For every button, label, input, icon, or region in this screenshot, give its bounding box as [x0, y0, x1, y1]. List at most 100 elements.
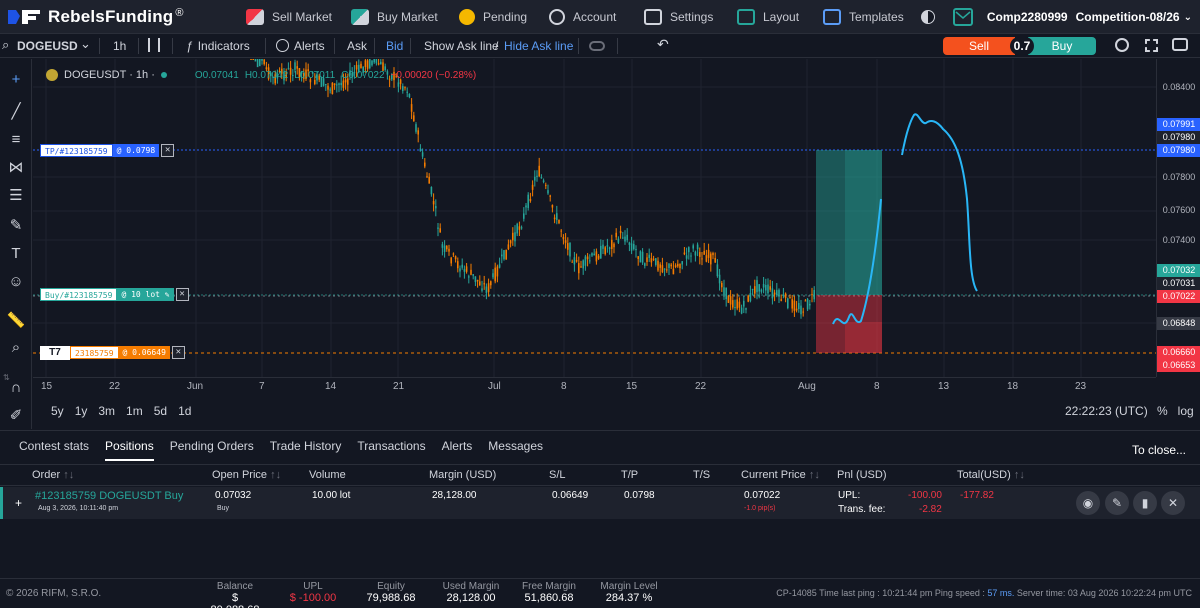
crosshair-icon[interactable]: +: [11, 70, 21, 88]
position-tp[interactable]: 0.0798: [624, 490, 655, 501]
horizontal-lines-icon[interactable]: ≡: [11, 130, 21, 148]
nav-sell-market[interactable]: Sell Market: [246, 0, 332, 34]
log-scale-toggle[interactable]: log: [1177, 404, 1194, 418]
candle-body: [525, 205, 527, 208]
tab-transactions[interactable]: Transactions: [357, 439, 426, 453]
interval-selector[interactable]: 1h: [113, 38, 127, 53]
ask-button[interactable]: Ask: [347, 38, 368, 53]
eye-icon[interactable]: [589, 41, 605, 51]
emoji-icon[interactable]: ☺: [8, 272, 24, 290]
candle-body: [276, 75, 279, 79]
mail-icon[interactable]: [952, 8, 973, 26]
nav-templates[interactable]: Templates: [823, 0, 904, 34]
bid-button[interactable]: Bid: [386, 38, 404, 53]
theme-toggle-icon[interactable]: [920, 10, 935, 24]
expand-row-icon[interactable]: +: [15, 496, 23, 510]
range-1m[interactable]: 1m: [126, 404, 143, 418]
collapse-arrows-icon[interactable]: ⇅: [3, 373, 10, 382]
utc-clock[interactable]: 22:22:23 (UTC): [1065, 404, 1148, 418]
sl-value: @ 0.06649: [118, 346, 170, 359]
close-position-x-icon[interactable]: ✕: [1161, 491, 1185, 515]
drawing-projection-2[interactable]: [901, 113, 978, 292]
drawing-projection-1[interactable]: [832, 198, 882, 325]
magnet-icon[interactable]: ∩: [10, 378, 22, 396]
position-sl[interactable]: 0.06649: [552, 490, 589, 501]
candle-body: [320, 77, 323, 87]
nav-layout[interactable]: Layout: [737, 0, 799, 34]
candle-body: [551, 204, 554, 208]
sl-order-tag[interactable]: T7 23185759 @ 0.06649 ✕: [40, 345, 185, 360]
zoom-icon[interactable]: ⌕: [11, 338, 21, 356]
range-5y[interactable]: 5y: [51, 404, 64, 418]
competition-select[interactable]: Competition-08/26 ⌄: [1076, 10, 1192, 24]
range-1y[interactable]: 1y: [74, 404, 88, 418]
time-tick: 23: [1075, 381, 1087, 392]
edit-position-pencil-icon[interactable]: ✎: [1105, 491, 1129, 515]
fib-icon[interactable]: ☰: [9, 187, 23, 204]
close-tp-icon[interactable]: ✕: [161, 144, 175, 157]
search-icon[interactable]: ⌕: [2, 37, 10, 52]
chart-settings-icon[interactable]: [1115, 38, 1129, 52]
col-volume: Volume: [309, 469, 346, 481]
undo-icon[interactable]: ↶: [657, 36, 669, 52]
buy-button[interactable]: Buy: [1028, 37, 1096, 55]
account-id[interactable]: Comp2280999: [986, 10, 1068, 24]
price-chart[interactable]: [33, 46, 1156, 377]
price-tag-sl-high: 0.06660: [1157, 346, 1200, 359]
brand-logo[interactable]: RebelsFunding ®: [0, 7, 240, 27]
nav-buy-market[interactable]: Buy Market: [351, 0, 438, 34]
alerts-button[interactable]: Alerts: [276, 34, 325, 58]
tab-contest-stats[interactable]: Contest stats: [19, 439, 90, 453]
tab-pending-orders[interactable]: Pending Orders: [169, 439, 254, 453]
close-position-icon[interactable]: ✕: [175, 288, 189, 301]
tab-trade-history[interactable]: Trade History: [269, 439, 342, 453]
candles-icon[interactable]: [148, 38, 160, 52]
indicators-button[interactable]: ƒ Indicators: [186, 34, 250, 58]
sell-button[interactable]: Sell: [943, 37, 1015, 55]
nav-settings[interactable]: Settings: [644, 0, 713, 34]
lock-drawing-icon[interactable]: ✐: [9, 407, 23, 424]
ruler-icon[interactable]: 📏: [6, 312, 26, 329]
range-5d[interactable]: 5d: [153, 404, 168, 418]
close-sl-icon[interactable]: ✕: [171, 346, 185, 359]
candle-body: [518, 226, 521, 230]
nav-account[interactable]: Account: [549, 0, 616, 34]
text-icon[interactable]: T: [11, 244, 21, 262]
pattern-icon[interactable]: ⋈: [8, 159, 24, 176]
brush-icon[interactable]: ✎: [9, 217, 23, 234]
position-volume: 10.00 lot: [312, 490, 351, 501]
candle-body: [366, 60, 369, 69]
position-chart-icon[interactable]: ▮: [1133, 491, 1157, 515]
tab-positions[interactable]: Positions: [105, 431, 154, 461]
tradingview-logo-icon[interactable]: T7: [40, 345, 70, 360]
col-open-price[interactable]: Open Price ↑↓: [212, 469, 281, 481]
percent-scale-toggle[interactable]: %: [1157, 404, 1168, 418]
lot-size-input[interactable]: 0.7: [1010, 37, 1034, 55]
range-1d[interactable]: 1d: [178, 404, 192, 418]
buy-order-tag[interactable]: Buy/#123185759 @ 10 lot ✎ ✕: [40, 288, 189, 301]
symbol-selector[interactable]: DOGEUSD: [17, 38, 78, 53]
pending-icon: [459, 8, 475, 25]
range-3m[interactable]: 3m: [98, 404, 116, 418]
nav-pending[interactable]: Pending: [459, 0, 527, 34]
hide-ask-line-button[interactable]: Hide Ask line: [504, 38, 574, 53]
view-position-eye-icon[interactable]: ◉: [1076, 491, 1100, 515]
col-total[interactable]: Total(USD) ↑↓: [957, 469, 1025, 481]
camera-icon[interactable]: [1172, 38, 1188, 51]
show-ask-line-button[interactable]: Show Ask line: [424, 38, 499, 53]
col-order[interactable]: Order ↑↓: [32, 469, 74, 481]
symbol-chevron-icon[interactable]: ⌄: [80, 36, 91, 51]
fullscreen-icon[interactable]: [1145, 39, 1158, 52]
to-close-button[interactable]: To close...: [1131, 443, 1186, 457]
position-row[interactable]: + #123185759 DOGEUSDT Buy Aug 3, 2026, 1…: [0, 487, 1200, 519]
tab-alerts[interactable]: Alerts: [441, 439, 473, 453]
time-axis[interactable]: 15 22 Jun 7 14 21 Jul 8 15 22 Aug 8 13 1…: [33, 377, 1156, 395]
tab-messages[interactable]: Messages: [488, 439, 543, 453]
candle-body: [421, 152, 424, 157]
col-current-price[interactable]: Current Price ↑↓: [741, 469, 820, 481]
candlestick-canvas[interactable]: [33, 46, 1156, 377]
tp-order-tag[interactable]: TP/#123185759 @ 0.0798 ✕: [40, 144, 175, 157]
candle-body: [503, 250, 505, 260]
price-axis[interactable]: 0.08400 0.07991 0.07980 0.07980 0.07800 …: [1156, 59, 1200, 377]
trendline-icon[interactable]: ╱: [11, 103, 21, 120]
